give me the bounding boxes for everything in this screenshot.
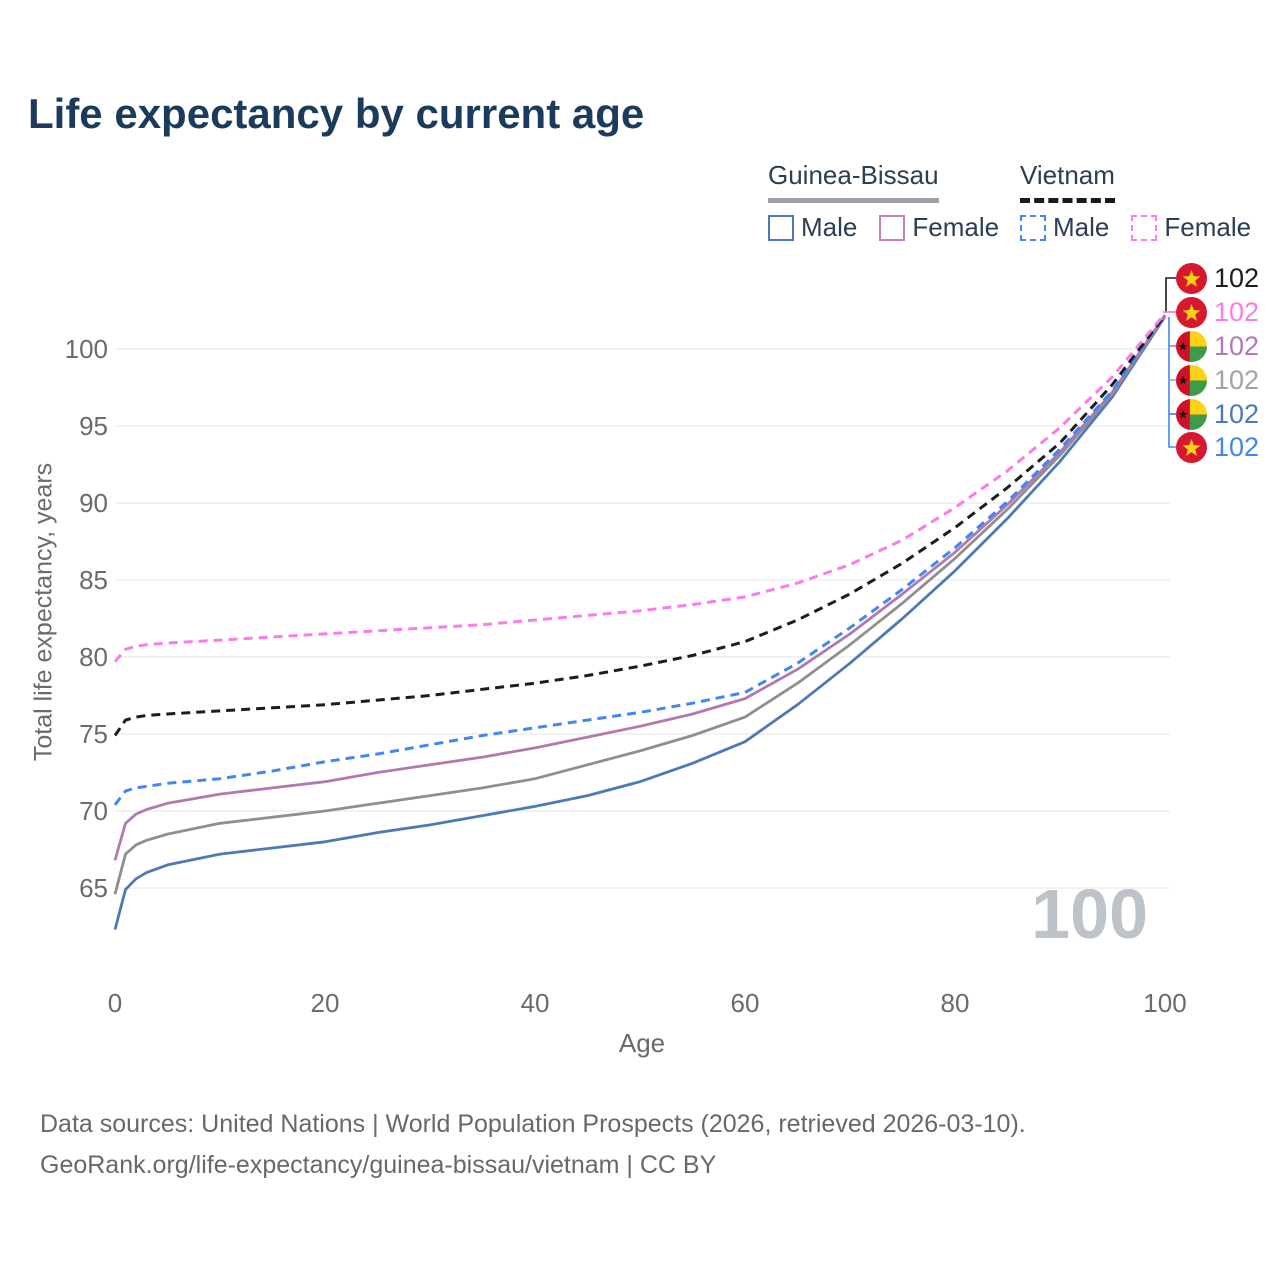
leader-bracket — [1168, 317, 1176, 448]
legend-item-guinea-bissau-male[interactable]: Male — [768, 212, 857, 243]
legend-swatch — [879, 214, 906, 241]
guinea-bissau-flag-icon — [1176, 398, 1207, 430]
footer-data-sources: Data sources: United Nations | World Pop… — [40, 1110, 1026, 1138]
legend-group-guinea-bissau: Guinea-Bissau Male Female — [768, 160, 999, 243]
series-line-vietnam-male[interactable] — [113, 314, 1167, 806]
series-line-guinea-bissau-both-sexes[interactable] — [113, 315, 1167, 895]
series-line-guinea-bissau-male[interactable] — [113, 315, 1167, 930]
end-label-guinea-bissau-female: 102 — [1176, 329, 1259, 363]
y-tick-label: 85 — [79, 565, 108, 595]
x-tick-label: 40 — [521, 988, 550, 1018]
legend-swatch — [1131, 214, 1158, 241]
end-label-value: 102 — [1214, 364, 1260, 395]
y-tick-label: 80 — [79, 642, 108, 672]
footer-attribution: GeoRank.org/life-expectancy/guinea-bissa… — [40, 1151, 717, 1179]
guinea-bissau-flag-icon — [1176, 364, 1207, 396]
end-label-value: 102 — [1214, 262, 1260, 293]
end-label-vietnam-female: 102 — [1176, 295, 1259, 329]
end-label-vietnam-both-sexes: 102 — [1176, 261, 1259, 295]
legend-items-vietnam: Male Female — [1020, 212, 1251, 243]
legend-swatch — [1020, 214, 1046, 241]
end-label-value: 102 — [1214, 398, 1260, 429]
age-watermark: 100 — [1031, 875, 1148, 953]
vietnam-flag-icon — [1176, 262, 1207, 294]
series-line-vietnam-both-sexes[interactable] — [113, 314, 1167, 737]
series-line-guinea-bissau-female[interactable] — [113, 314, 1167, 861]
x-tick-label: 80 — [941, 988, 970, 1018]
page-title: Life expectancy by current age — [28, 90, 645, 137]
legend-item-vietnam-female[interactable]: Female — [1131, 212, 1251, 243]
guinea-bissau-flag-icon — [1176, 330, 1207, 362]
leader-line-vietnam-both — [1165, 277, 1176, 313]
y-tick-label: 100 — [65, 334, 108, 364]
y-tick-label: 75 — [79, 719, 108, 749]
legend-country-guinea-bissau[interactable]: Guinea-Bissau — [768, 160, 939, 203]
y-tick-label: 70 — [79, 796, 108, 826]
x-axis-title: Age — [618, 1028, 666, 1058]
end-label-value: 102 — [1214, 296, 1260, 327]
legend-item-guinea-bissau-female[interactable]: Female — [879, 212, 999, 243]
vietnam-flag-icon — [1176, 431, 1207, 463]
end-label-vietnam-male: 102 — [1176, 430, 1259, 464]
y-tick-label: 65 — [79, 873, 108, 903]
x-tick-label: 0 — [108, 988, 122, 1018]
legend-item-label: Male — [1053, 212, 1110, 242]
legend-country-vietnam[interactable]: Vietnam — [1020, 160, 1115, 203]
x-tick-label: 100 — [1143, 988, 1186, 1018]
y-tick-label: 95 — [79, 411, 108, 441]
legend-item-label: Female — [1164, 212, 1252, 242]
end-label-value: 102 — [1214, 330, 1260, 361]
x-tick-label: 60 — [731, 988, 760, 1018]
legend-items-guinea-bissau: Male Female — [768, 212, 999, 243]
series-line-vietnam-female[interactable] — [113, 312, 1167, 663]
legend-item-label: Female — [912, 212, 1000, 242]
legend-item-vietnam-male[interactable]: Male — [1020, 212, 1109, 243]
vietnam-flag-icon — [1176, 296, 1207, 328]
end-label-guinea-bissau-male: 102 — [1176, 397, 1259, 431]
footer: Data sources: United Nations | World Pop… — [40, 1104, 1026, 1186]
x-tick-label: 20 — [311, 988, 340, 1018]
legend-group-vietnam: Vietnam Male Female — [1020, 160, 1251, 243]
legend-swatch — [768, 214, 794, 241]
end-label-value: 102 — [1214, 431, 1260, 462]
legend-item-label: Male — [801, 212, 858, 242]
y-tick-label: 90 — [79, 488, 108, 518]
end-label-guinea-bissau-both-sexes: 102 — [1176, 363, 1259, 397]
